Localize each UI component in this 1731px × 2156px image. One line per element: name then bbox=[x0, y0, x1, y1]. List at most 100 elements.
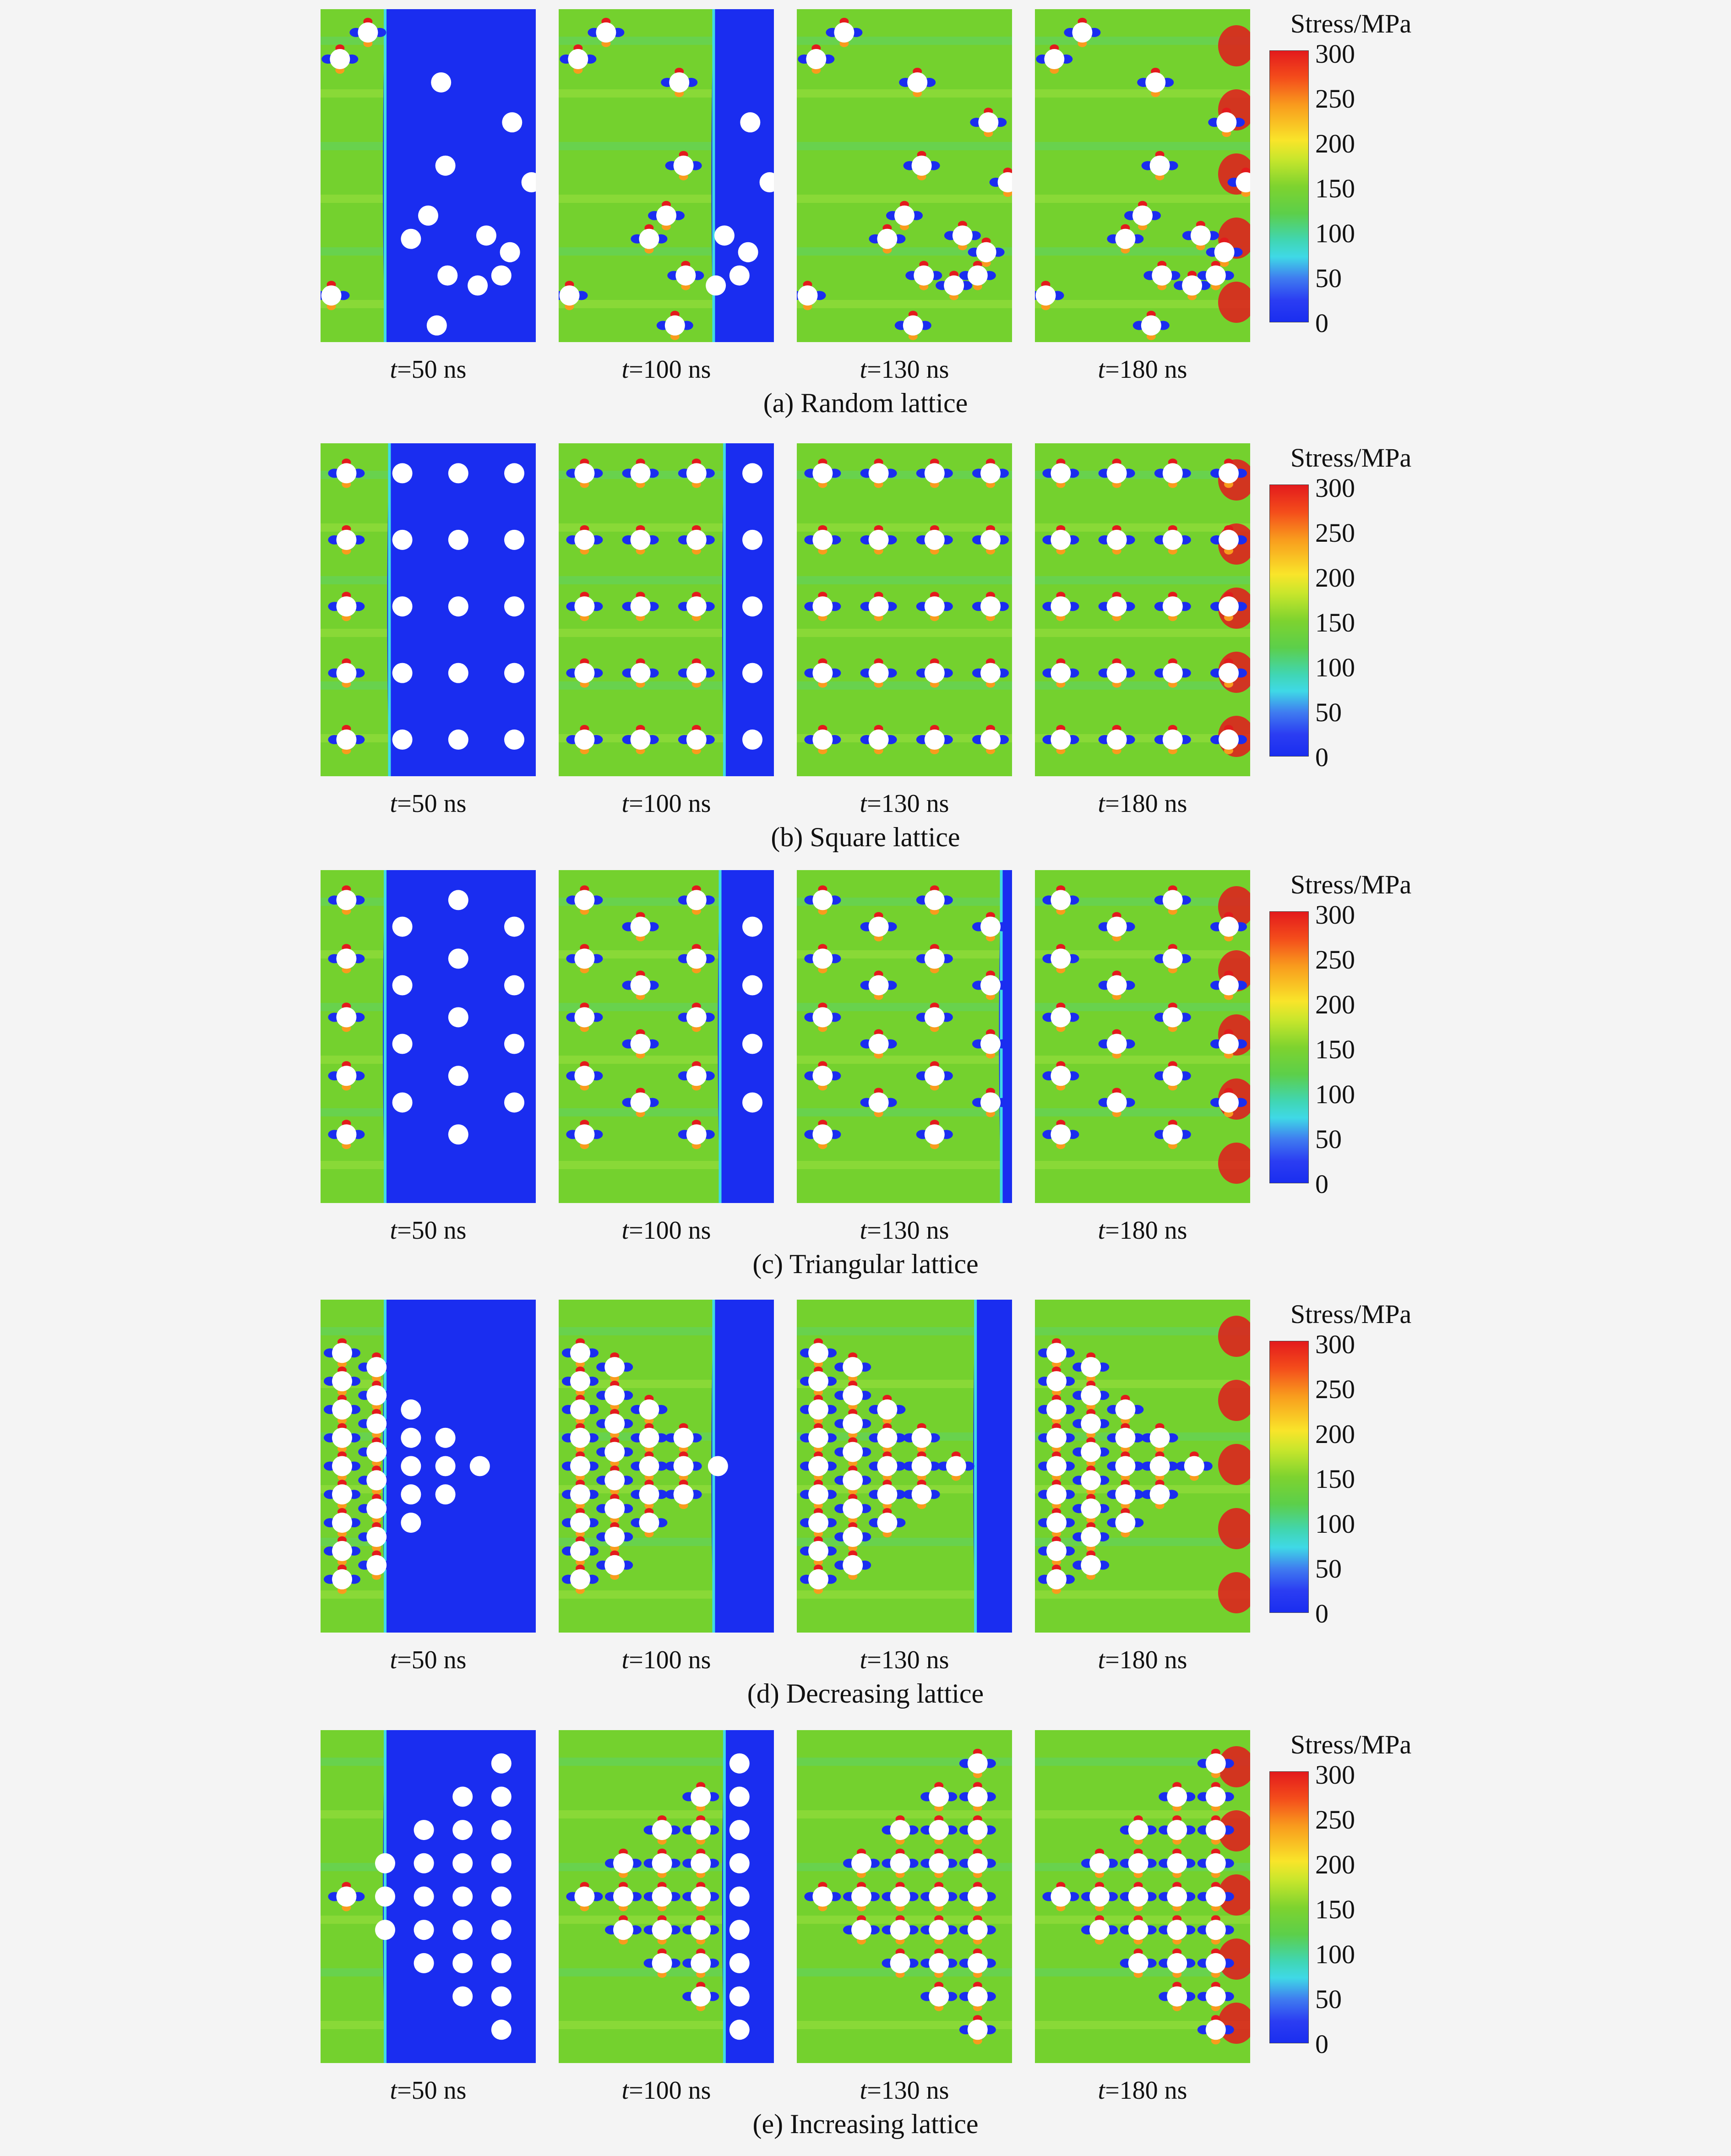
stress-streak bbox=[559, 2021, 724, 2029]
pore bbox=[714, 225, 735, 246]
pore bbox=[1081, 1555, 1101, 1575]
colorbar-tick-label: 100 bbox=[1315, 1079, 1355, 1109]
pore bbox=[574, 529, 595, 550]
stress-streak bbox=[797, 1056, 1002, 1064]
pore bbox=[392, 1034, 413, 1054]
pore bbox=[843, 1555, 863, 1575]
stress-streak bbox=[559, 300, 714, 308]
stress-streak bbox=[1035, 1056, 1250, 1064]
pore bbox=[1219, 916, 1239, 937]
pore bbox=[924, 1066, 945, 1086]
stress-streak bbox=[321, 1327, 385, 1335]
pore bbox=[1106, 1092, 1127, 1113]
stress-streak bbox=[1035, 89, 1250, 98]
pore bbox=[630, 1092, 651, 1113]
unstressed-region bbox=[711, 1300, 774, 1633]
pore bbox=[392, 663, 413, 683]
pore bbox=[401, 229, 421, 249]
pore bbox=[929, 1920, 949, 1940]
stress-streak bbox=[321, 89, 385, 98]
pore bbox=[1162, 663, 1183, 683]
pore bbox=[500, 242, 520, 262]
pore bbox=[808, 1456, 828, 1476]
pore bbox=[834, 22, 855, 43]
stress-streak bbox=[1035, 471, 1250, 479]
stress-streak bbox=[1035, 898, 1250, 906]
time-variable: t bbox=[621, 1216, 629, 1245]
time-variable: t bbox=[390, 1216, 397, 1245]
colorbar-tick-label: 250 bbox=[1315, 84, 1355, 114]
stress-streak bbox=[559, 629, 724, 637]
colorbar-title: Stress/MPa bbox=[1290, 1730, 1412, 1759]
time-variable: t bbox=[860, 789, 867, 818]
time-variable: t bbox=[390, 1646, 397, 1674]
pore bbox=[1115, 1427, 1136, 1448]
pore bbox=[375, 1886, 395, 1907]
pore bbox=[1106, 663, 1127, 683]
pore bbox=[1081, 1357, 1101, 1377]
stress-map bbox=[797, 1300, 1012, 1633]
stress-streak bbox=[1035, 1758, 1250, 1766]
pore bbox=[911, 1427, 932, 1448]
pore bbox=[729, 265, 750, 286]
stress-streak bbox=[1035, 247, 1250, 256]
pore bbox=[448, 463, 468, 484]
pore bbox=[1046, 1371, 1067, 1392]
pore bbox=[686, 596, 707, 617]
stress-streak bbox=[559, 89, 714, 98]
pore bbox=[675, 265, 696, 286]
pore bbox=[414, 1820, 434, 1840]
stress-streak bbox=[321, 195, 385, 203]
pore bbox=[630, 916, 651, 937]
pore bbox=[504, 1092, 524, 1113]
pore bbox=[1051, 730, 1071, 750]
pore bbox=[1106, 730, 1127, 750]
pore bbox=[1035, 285, 1056, 306]
stress-map-panel bbox=[1035, 9, 1250, 342]
pore bbox=[742, 663, 762, 683]
pore bbox=[911, 1456, 932, 1476]
time-value: =180 ns bbox=[1105, 1216, 1187, 1245]
pore bbox=[952, 225, 973, 246]
pore bbox=[1152, 265, 1172, 286]
hot-spot bbox=[1218, 1444, 1250, 1485]
pore bbox=[729, 1953, 750, 1973]
pore bbox=[476, 225, 496, 246]
pore bbox=[491, 1953, 512, 1973]
pore bbox=[1051, 1066, 1071, 1086]
pore bbox=[808, 1513, 828, 1533]
stress-streak bbox=[1035, 629, 1250, 637]
pore bbox=[366, 1470, 387, 1491]
colorbar-tick-label: 300 bbox=[1315, 900, 1355, 930]
pore bbox=[630, 529, 651, 550]
pore bbox=[691, 1986, 711, 2007]
stress-map-panel bbox=[559, 1730, 774, 2063]
pore bbox=[946, 1456, 966, 1476]
stress-map-panel bbox=[797, 443, 1012, 776]
pore bbox=[392, 916, 413, 937]
pore bbox=[806, 49, 827, 70]
stress-streak bbox=[1035, 300, 1250, 308]
pore bbox=[729, 2020, 750, 2040]
pore bbox=[639, 1427, 659, 1448]
pore bbox=[868, 730, 889, 750]
stress-streak bbox=[1035, 576, 1250, 584]
stress-streak bbox=[559, 1590, 714, 1599]
pore bbox=[570, 1456, 590, 1476]
pore bbox=[332, 1484, 352, 1505]
unstressed-region bbox=[383, 1300, 536, 1633]
pore bbox=[1128, 1886, 1149, 1907]
pore bbox=[980, 596, 1001, 617]
stress-streak bbox=[321, 576, 390, 584]
pore bbox=[1219, 975, 1239, 996]
pore bbox=[1167, 1953, 1187, 1973]
colorbar-tick-label: 150 bbox=[1315, 1034, 1355, 1064]
pore bbox=[691, 1953, 711, 1973]
stress-streak bbox=[1035, 1590, 1250, 1599]
pore bbox=[1162, 890, 1183, 910]
time-value: =50 ns bbox=[397, 1216, 467, 1245]
pore bbox=[967, 1920, 988, 1940]
pore bbox=[630, 463, 651, 484]
time-value: =130 ns bbox=[867, 1646, 949, 1674]
pore bbox=[877, 1427, 898, 1448]
